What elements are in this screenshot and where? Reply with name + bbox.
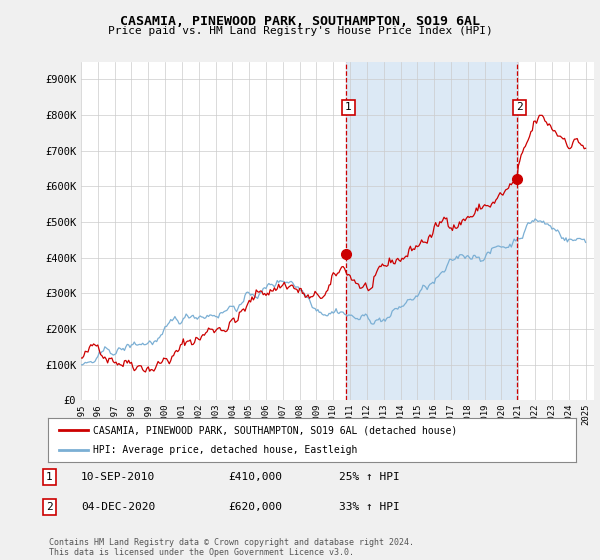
Text: Contains HM Land Registry data © Crown copyright and database right 2024.
This d: Contains HM Land Registry data © Crown c… (49, 538, 414, 557)
Text: Price paid vs. HM Land Registry's House Price Index (HPI): Price paid vs. HM Land Registry's House … (107, 26, 493, 36)
Text: 2: 2 (46, 502, 53, 512)
Text: 04-DEC-2020: 04-DEC-2020 (81, 502, 155, 512)
Text: 25% ↑ HPI: 25% ↑ HPI (339, 472, 400, 482)
Text: 33% ↑ HPI: 33% ↑ HPI (339, 502, 400, 512)
Text: CASAMIA, PINEWOOD PARK, SOUTHAMPTON, SO19 6AL (detached house): CASAMIA, PINEWOOD PARK, SOUTHAMPTON, SO1… (93, 425, 457, 435)
Text: HPI: Average price, detached house, Eastleigh: HPI: Average price, detached house, East… (93, 445, 357, 455)
Text: 1: 1 (345, 102, 352, 113)
Text: CASAMIA, PINEWOOD PARK, SOUTHAMPTON, SO19 6AL: CASAMIA, PINEWOOD PARK, SOUTHAMPTON, SO1… (120, 15, 480, 28)
Text: 2: 2 (516, 102, 523, 113)
Text: £620,000: £620,000 (228, 502, 282, 512)
Text: 10-SEP-2010: 10-SEP-2010 (81, 472, 155, 482)
Text: £410,000: £410,000 (228, 472, 282, 482)
Text: 1: 1 (46, 472, 53, 482)
Bar (346, 62, 517, 400)
